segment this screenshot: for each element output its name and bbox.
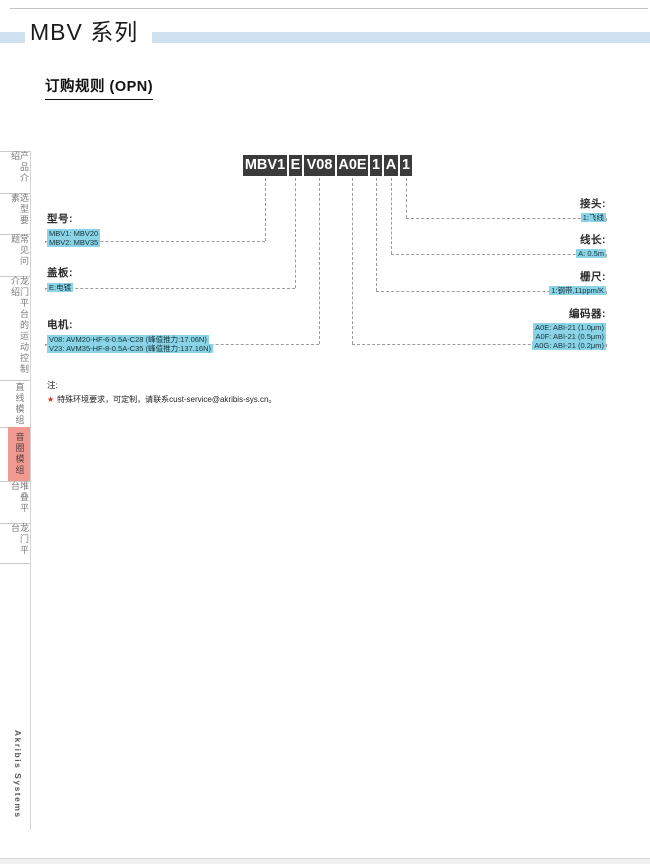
field-value: V23: AVM35-HF-8-0.5A-C35 (峰值推力:137.16N) bbox=[47, 344, 214, 353]
field-label: 盖板: bbox=[47, 267, 73, 279]
field-label: 栅尺: bbox=[580, 271, 606, 283]
field-label: 型号: bbox=[47, 213, 73, 225]
connector-line bbox=[319, 178, 320, 344]
field-motor: 电机: V08: AVM20-HF-6-0.5A-C28 (峰值推力:17.06… bbox=[47, 317, 214, 353]
connector-line bbox=[265, 178, 266, 241]
field-encoder: 编码器: A0E: ABI-21 (1.0μm) A0F: ABI-21 (0.… bbox=[532, 306, 606, 350]
sidebar-tab-label: 龙门平台 bbox=[10, 523, 29, 556]
connector-tick bbox=[606, 254, 607, 257]
sidebar-tab-gantry-platform[interactable]: 龙门平台 bbox=[8, 523, 30, 563]
sidebar-tab-label: 音圈模组 bbox=[14, 432, 25, 476]
note-label: 注: bbox=[47, 380, 58, 390]
field-label: 电机: bbox=[47, 319, 73, 331]
field-value: A0E: ABI-21 (1.0μm) bbox=[533, 323, 606, 332]
field-value: V08: AVM20-HF-6-0.5A-C28 (峰值推力:17.06N) bbox=[47, 335, 209, 344]
connector-tick bbox=[606, 218, 607, 221]
connector-line bbox=[391, 178, 392, 254]
sidebar-separator bbox=[0, 563, 30, 564]
sidebar-tab-selection-factors[interactable]: 选型要素 bbox=[8, 193, 30, 234]
connector-line bbox=[406, 178, 407, 218]
field-value: A: 0.5m bbox=[576, 249, 606, 258]
field-label: 线长: bbox=[580, 234, 606, 246]
connector-line bbox=[45, 241, 265, 242]
sidebar-tab-stacking-platform[interactable]: 堆叠平台 bbox=[8, 481, 30, 523]
field-cable-length: 线长: A: 0.5m bbox=[576, 232, 606, 258]
pn-segment-cable-length: A bbox=[384, 155, 398, 176]
pn-segment-cover: E bbox=[289, 155, 302, 176]
connector-line bbox=[352, 178, 353, 344]
top-rule bbox=[10, 8, 648, 9]
page-title: MBV 系列 bbox=[25, 13, 153, 52]
connector-line bbox=[352, 344, 606, 345]
field-value: MBV2: MBV35 bbox=[47, 238, 101, 247]
connector-line bbox=[376, 178, 377, 291]
sidebar-tab-label: 选型要素 bbox=[10, 193, 29, 226]
connector-line bbox=[391, 254, 606, 255]
sidebar-separator bbox=[0, 193, 30, 194]
pn-segment-connector: 1 bbox=[400, 155, 412, 176]
sidebar-tab-label: 堆叠平台 bbox=[10, 481, 29, 514]
header-band bbox=[0, 32, 650, 43]
field-value: 1:飞线 bbox=[580, 213, 606, 222]
sidebar-tab-faq[interactable]: 常见问题 bbox=[8, 234, 30, 276]
sidebar-tab-label: 直线模组 bbox=[14, 381, 25, 426]
field-value: E:电镀 bbox=[47, 283, 74, 292]
field-model: 型号: MBV1: MBV20 MBV2: MBV35 bbox=[47, 211, 101, 247]
field-value: A0F: ABI-21 (0.5μm) bbox=[533, 332, 606, 341]
brand-logotype: Akribis Systems bbox=[13, 730, 23, 819]
sidebar-separator bbox=[0, 380, 30, 381]
sidebar-tab-product-intro[interactable]: 产品介绍 bbox=[8, 151, 30, 193]
connector-tick bbox=[45, 344, 46, 346]
field-scale: 栅尺: 1:钢带,11ppm/K bbox=[549, 269, 606, 295]
sidebar-border bbox=[30, 151, 31, 830]
connector-tick bbox=[45, 241, 46, 243]
field-connector: 接头: 1:飞线 bbox=[580, 196, 606, 222]
field-value: MBV1: MBV20 bbox=[47, 229, 101, 238]
field-value: 1:钢带,11ppm/K bbox=[549, 286, 606, 295]
connector-tick bbox=[45, 288, 46, 290]
sidebar-tab-linear-module[interactable]: 直线模组 bbox=[8, 380, 30, 427]
sidebar-separator bbox=[0, 151, 30, 152]
sidebar-tab-label: 产品介绍 bbox=[10, 151, 29, 184]
sidebar-separator bbox=[0, 523, 30, 524]
connector-tick bbox=[606, 291, 607, 294]
sidebar-separator bbox=[0, 234, 30, 235]
sidebar-tab-gantry-motion-control[interactable]: 龙门平台的运动控制介绍 bbox=[8, 276, 30, 380]
sidebar-tab-label: 常见问题 bbox=[10, 234, 29, 267]
connector-line bbox=[45, 288, 295, 289]
sidebar-tab-label: 龙门平台的运动控制介绍 bbox=[10, 276, 29, 375]
connector-line bbox=[406, 218, 606, 219]
note-text: ★ 特殊环境要求，可定制，请联系cust-service@akribis-sys.… bbox=[47, 394, 276, 405]
sidebar-separator bbox=[0, 276, 30, 277]
pn-segment-scale: 1 bbox=[370, 155, 382, 176]
sidebar-tab-voice-coil-module[interactable]: 音圈模组 bbox=[8, 427, 30, 481]
connector-tick bbox=[606, 344, 607, 347]
connector-line bbox=[376, 291, 606, 292]
pn-segment-motor: V08 bbox=[304, 155, 335, 176]
part-number-code: MBV1 E V08 A0E 1 A 1 bbox=[243, 155, 412, 176]
note-body: 特殊环境要求，可定制，请联系cust-service@akribis-sys.c… bbox=[57, 395, 277, 404]
pn-segment-model: MBV1 bbox=[243, 155, 287, 176]
field-cover-plate: 盖板: E:电镀 bbox=[47, 265, 74, 292]
field-label: 编码器: bbox=[569, 308, 606, 320]
connector-line bbox=[295, 178, 296, 288]
field-label: 接头: bbox=[580, 198, 606, 210]
note-section: 注: ★ 特殊环境要求，可定制，请联系cust-service@akribis-s… bbox=[47, 379, 276, 405]
star-icon: ★ bbox=[47, 395, 55, 404]
pn-segment-encoder: A0E bbox=[337, 155, 368, 176]
section-title: 订购规则 (OPN) bbox=[45, 75, 154, 100]
field-value: A0G: ABI-21 (0.2μm) bbox=[532, 341, 606, 350]
bottom-page-edge bbox=[0, 858, 650, 864]
sidebar-separator bbox=[0, 481, 30, 482]
